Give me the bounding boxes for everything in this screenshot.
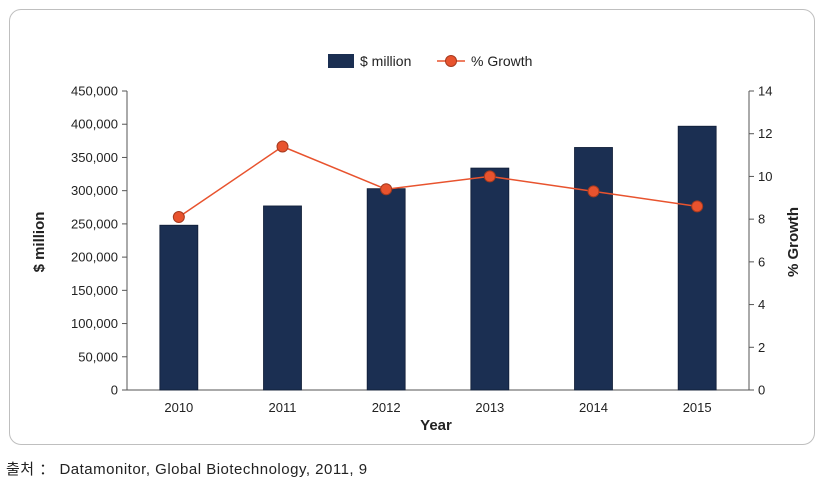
bar-2013 — [470, 167, 510, 391]
legend-bar-label: $ million — [360, 53, 411, 69]
right-tick-label: 14 — [758, 84, 772, 99]
legend: $ million % Growth — [328, 53, 532, 69]
bar-2015 — [677, 125, 717, 391]
left-tick-label: 250,000 — [71, 216, 118, 231]
left-tick-label: 300,000 — [71, 183, 118, 198]
right-axis: 0 2 4 6 8 10 12 14 — [748, 84, 772, 398]
source-label: 출처 — [6, 461, 35, 478]
legend-bar-swatch — [328, 54, 354, 68]
source-text: Datamonitor, Global Biotechnology, 2011,… — [59, 461, 368, 478]
growth-point-2012 — [380, 183, 393, 196]
left-axis: 0 50,000 100,000 150,000 200,000 250,000 300,0… — [71, 84, 128, 398]
bar-2010 — [159, 224, 199, 391]
right-tick-label: 8 — [758, 212, 765, 227]
growth-line — [178, 145, 698, 218]
bar-2014 — [574, 147, 613, 391]
left-tick-label: 200,000 — [71, 250, 118, 265]
source-separator: ： — [39, 461, 55, 478]
right-tick-label: 10 — [758, 169, 772, 184]
left-tick-label: 400,000 — [71, 117, 118, 132]
x-tick-label: 2015 — [683, 400, 712, 415]
right-tick-label: 2 — [758, 340, 765, 355]
x-tick-label: 2014 — [579, 400, 608, 415]
x-tick-label: 2011 — [269, 400, 297, 415]
x-axis: 2010 2011 2012 2013 2014 2015 — [127, 389, 749, 415]
left-tick-label: 0 — [111, 383, 118, 398]
growth-point-2010 — [172, 211, 185, 224]
x-tick-label: 2013 — [475, 400, 504, 415]
left-tick-label: 150,000 — [71, 283, 118, 298]
growth-point-2014 — [587, 185, 600, 198]
x-axis-title: Year — [420, 417, 452, 434]
right-tick-label: 12 — [758, 126, 772, 141]
bar-2012 — [366, 188, 406, 391]
y2-axis-title: % Growth — [785, 207, 802, 277]
growth-series — [172, 140, 704, 224]
x-tick-label: 2012 — [372, 400, 401, 415]
legend-line-label: % Growth — [471, 53, 532, 69]
bar-series — [159, 125, 717, 391]
left-tick-label: 350,000 — [71, 150, 118, 165]
right-tick-label: 0 — [758, 383, 765, 398]
growth-point-2011 — [276, 140, 289, 153]
left-tick-label: 50,000 — [78, 349, 118, 364]
right-tick-label: 6 — [758, 254, 765, 269]
x-tick-label: 2010 — [164, 400, 193, 415]
source-note: 출처 ： Datamonitor, Global Biotechnology, … — [6, 458, 368, 479]
legend-line-marker — [445, 55, 457, 67]
right-tick-label: 4 — [758, 297, 765, 312]
combo-chart: $ million % Growth 0 50,000 100,000 150,000 2… — [31, 53, 802, 434]
growth-point-2013 — [483, 170, 496, 183]
left-tick-label: 450,000 — [71, 84, 118, 99]
growth-point-2015 — [691, 200, 704, 213]
bar-2011 — [263, 205, 302, 391]
left-tick-label: 100,000 — [71, 316, 118, 331]
y-axis-title: $ million — [31, 212, 48, 273]
